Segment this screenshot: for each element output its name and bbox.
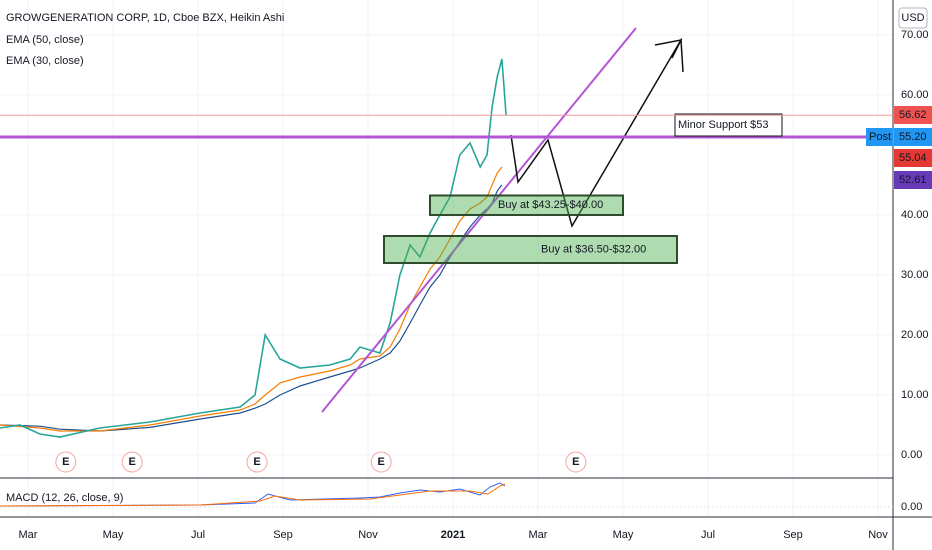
macd-label: MACD (12, 26, close, 9) xyxy=(6,492,123,504)
earnings-marker xyxy=(121,451,143,473)
buy-zone xyxy=(383,234,678,265)
price-label-box xyxy=(894,128,932,146)
arrow-head xyxy=(654,38,683,59)
y-tick-label: 10.00 xyxy=(901,389,929,401)
earnings-label: E xyxy=(378,456,385,468)
x-tick-label: Nov xyxy=(358,529,378,541)
earnings-marker xyxy=(370,451,392,473)
price-label: 52.61 xyxy=(899,174,927,186)
buy-zone-label: Buy at $36.50-$32.00 xyxy=(541,243,646,255)
x-tick-label: Jul xyxy=(701,529,715,541)
x-tick-label: Jul xyxy=(191,529,205,541)
currency-box[interactable] xyxy=(898,7,928,29)
projection-arrow xyxy=(510,37,684,228)
post-tag-box xyxy=(866,128,893,146)
y-tick-label: 40.00 xyxy=(901,209,929,221)
price-label: 55.04 xyxy=(899,152,927,164)
grid xyxy=(0,0,893,517)
chart-title: GROWGENERATION CORP, 1D, Cboe BZX, Heiki… xyxy=(6,12,284,24)
legend-entry: EMA (50, close) xyxy=(6,34,84,46)
price-label-box xyxy=(894,149,932,167)
buy-zone-label: Buy at $43.25-$40.00 xyxy=(498,199,603,211)
trend-line xyxy=(321,27,637,413)
macd-line xyxy=(0,482,506,507)
earnings-marker xyxy=(565,451,587,473)
legend-entry: EMA (30, close) xyxy=(6,55,84,67)
support-label: Minor Support $53 xyxy=(678,119,769,131)
x-tick-label: Mar xyxy=(19,529,38,541)
x-tick-label: Mar xyxy=(529,529,548,541)
x-tick-label: May xyxy=(613,529,634,541)
x-tick-label: Sep xyxy=(783,529,803,541)
support-box xyxy=(674,113,783,137)
y-tick-label: 30.00 xyxy=(901,269,929,281)
x-tick-label: Nov xyxy=(868,529,888,541)
x-tick-label: Sep xyxy=(273,529,293,541)
y-tick-label: 20.00 xyxy=(901,329,929,341)
price-label-box xyxy=(894,106,932,124)
ema-line xyxy=(0,166,503,432)
x-tick-label: May xyxy=(103,529,124,541)
signal-line xyxy=(0,483,506,507)
post-tag: Post xyxy=(869,131,891,143)
price-label: 55.20 xyxy=(899,131,927,143)
macd-tick-label: 0.00 xyxy=(901,501,922,513)
plot xyxy=(0,58,507,438)
currency: USD xyxy=(901,12,924,24)
earnings-marker xyxy=(55,451,77,473)
y-tick-label: 60.00 xyxy=(901,89,929,101)
y-tick-label: 0.00 xyxy=(901,449,922,461)
earnings-label: E xyxy=(572,456,579,468)
earnings-marker xyxy=(246,451,268,473)
earnings-label: E xyxy=(253,456,260,468)
x-tick-label: 2021 xyxy=(441,529,465,541)
price-line xyxy=(0,58,507,438)
ema-line xyxy=(0,184,503,432)
y-tick-label: 70.00 xyxy=(901,29,929,41)
buy-zone xyxy=(429,194,624,216)
earnings-label: E xyxy=(128,456,135,468)
earnings-label: E xyxy=(62,456,69,468)
price-label: 56.62 xyxy=(899,109,927,121)
price-label-box xyxy=(894,171,932,189)
